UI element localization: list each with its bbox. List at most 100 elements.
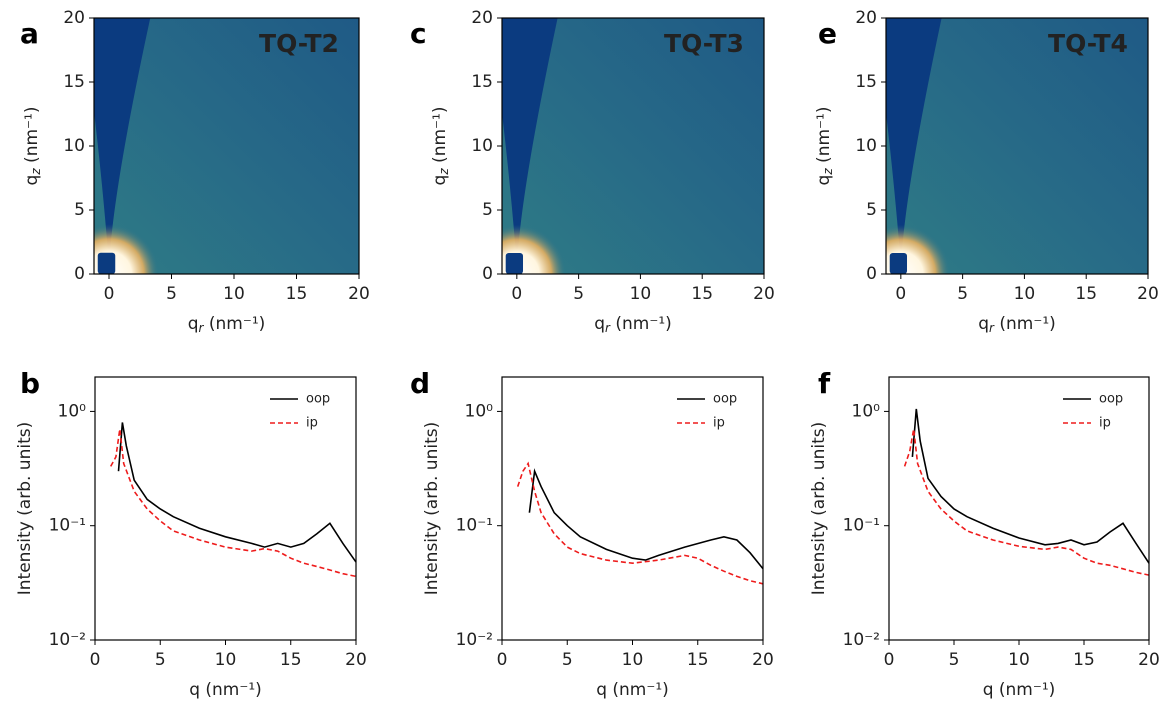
y-tick-label: 20 (471, 8, 493, 28)
scattering-image (886, 18, 1148, 274)
beam-stop (97, 252, 116, 274)
y-tick-label: 5 (482, 200, 493, 220)
scattering-image (94, 18, 359, 274)
y-axis-label: qz (nm⁻¹) (22, 107, 43, 186)
x-tick-label: 15 (687, 650, 709, 670)
y-tick-label: 10⁰ (58, 401, 87, 421)
panel-line: b oop ip 0 5 10 15 20 10⁻² 10⁻¹ 10⁰ q (nm⁻¹) Intensi… (15, 367, 367, 700)
y-tick-label: 15 (855, 72, 877, 92)
y-tick-label: 10⁻² (456, 630, 493, 650)
x-tick-label: 0 (511, 284, 522, 304)
panel-heatmap: e TQ-T4 0 5 10 15 20 0 5 10 15 20 qr (nm⁻¹) qz (nm⁻¹) (814, 8, 1159, 335)
x-tick-label: 15 (1075, 284, 1097, 304)
x-axis-label: q (nm⁻¹) (189, 680, 262, 700)
x-tick-label: 20 (348, 284, 370, 304)
x-axis-label: q (nm⁻¹) (596, 680, 669, 700)
missing-wedge (886, 18, 942, 250)
x-tick-label: 15 (691, 284, 713, 304)
y-tick-label: 5 (74, 200, 85, 220)
scattering-image (502, 18, 764, 274)
y-tick-label: 15 (471, 72, 493, 92)
panel-label: e (818, 17, 837, 50)
y-tick-label: 10⁻¹ (456, 516, 493, 536)
data-line (903, 428, 1150, 576)
x-tick-label: 20 (752, 650, 774, 670)
y-tick-label: 20 (63, 8, 85, 28)
sample-title: TQ-T4 (1048, 29, 1128, 58)
panel-label: d (410, 367, 430, 400)
y-tick-label: 0 (866, 264, 877, 284)
sample-title: TQ-T2 (259, 29, 339, 58)
x-axis-label: q (nm⁻¹) (983, 680, 1056, 700)
x-tick-label: 10 (630, 284, 652, 304)
y-tick-label: 10⁻¹ (49, 516, 86, 536)
x-tick-label: 10 (223, 284, 245, 304)
data-line (516, 461, 764, 585)
x-axis-label: qr (nm⁻¹) (978, 314, 1056, 335)
x-tick-label: 10 (1014, 284, 1036, 304)
legend-label: ip (1099, 416, 1111, 431)
x-tick-label: 5 (949, 650, 960, 670)
y-tick-label: 5 (866, 200, 877, 220)
x-tick-label: 5 (957, 284, 968, 304)
x-tick-label: 0 (104, 284, 115, 304)
x-tick-label: 20 (1138, 650, 1160, 670)
missing-wedge (502, 18, 558, 250)
x-tick-label: 0 (895, 284, 906, 304)
x-tick-label: 0 (497, 650, 508, 670)
x-tick-label: 20 (345, 650, 367, 670)
y-tick-label: 10 (855, 136, 877, 156)
x-tick-label: 5 (562, 650, 573, 670)
x-tick-label: 5 (573, 284, 584, 304)
y-tick-label: 10⁰ (465, 401, 494, 421)
y-tick-label: 20 (855, 8, 877, 28)
legend-label: oop (1099, 392, 1123, 407)
x-tick-label: 5 (166, 284, 177, 304)
beam-stop (889, 252, 908, 274)
y-tick-label: 10 (63, 136, 85, 156)
y-tick-label: 0 (482, 264, 493, 284)
x-tick-label: 10 (622, 650, 644, 670)
panel-label: c (410, 17, 427, 50)
panel-heatmap: a TQ-T2 0 5 10 15 20 0 5 10 15 20 qr (nm⁻¹) qz (nm⁻¹) (20, 8, 370, 335)
panel-line: f oop ip 0 5 10 15 20 10⁻² 10⁻¹ 10⁰ q (nm⁻¹) Intensi… (809, 367, 1160, 700)
legend-label: ip (713, 416, 725, 431)
y-tick-label: 15 (63, 72, 85, 92)
x-tick-label: 20 (753, 284, 775, 304)
x-tick-label: 5 (155, 650, 166, 670)
x-tick-label: 15 (286, 284, 308, 304)
y-axis-label: Intensity (arb. units) (422, 422, 442, 595)
y-tick-label: 10⁻² (49, 630, 86, 650)
x-tick-label: 15 (280, 650, 302, 670)
data-line (109, 428, 357, 578)
panel-label: a (20, 17, 39, 50)
x-tick-label: 15 (1073, 650, 1095, 670)
y-tick-label: 10 (471, 136, 493, 156)
y-tick-label: 10⁻² (843, 630, 880, 650)
legend-label: ip (306, 416, 318, 431)
x-axis-label: qr (nm⁻¹) (594, 314, 672, 335)
panel-heatmap: c TQ-T3 0 5 10 15 20 0 5 10 15 20 qr (nm⁻¹) qz (nm⁻¹) (410, 8, 775, 335)
y-tick-label: 10⁻¹ (843, 516, 880, 536)
y-axis-label: qz (nm⁻¹) (430, 107, 451, 186)
data-line (911, 408, 1150, 564)
x-tick-label: 10 (1008, 650, 1030, 670)
x-tick-label: 20 (1137, 284, 1159, 304)
data-line (117, 422, 357, 563)
x-axis-label: qr (nm⁻¹) (188, 314, 266, 335)
y-axis-label: Intensity (arb. units) (809, 422, 829, 595)
panel-label: b (20, 367, 40, 400)
y-axis-label: qz (nm⁻¹) (814, 107, 835, 186)
panel-label: f (818, 367, 831, 400)
sample-title: TQ-T3 (664, 29, 744, 58)
legend-label: oop (306, 392, 330, 407)
y-tick-label: 10⁰ (852, 401, 881, 421)
x-tick-label: 0 (90, 650, 101, 670)
x-tick-label: 0 (884, 650, 895, 670)
y-axis-label: Intensity (arb. units) (15, 422, 35, 595)
panel-line: d oop ip 0 5 10 15 20 10⁻² 10⁻¹ 10⁰ q (nm⁻¹) Intensi… (410, 367, 774, 700)
legend-label: oop (713, 392, 737, 407)
y-tick-label: 0 (74, 264, 85, 284)
beam-stop (505, 252, 524, 274)
